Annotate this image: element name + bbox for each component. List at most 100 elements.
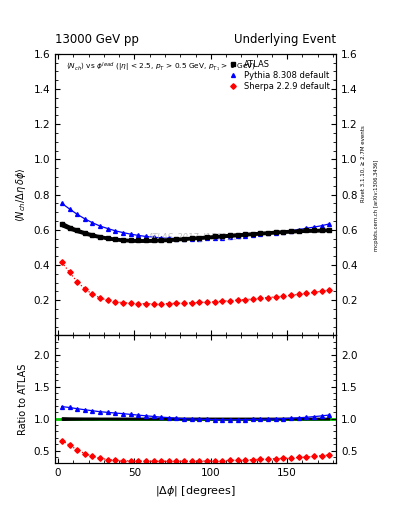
Sherpa 2.2.9 default bbox=[189, 300, 194, 306]
Sherpa 2.2.9 default bbox=[121, 300, 125, 306]
ATLAS bbox=[281, 228, 286, 234]
ATLAS bbox=[105, 235, 110, 241]
Sherpa 2.2.9 default bbox=[151, 301, 156, 307]
Pythia 8.308 default bbox=[121, 229, 125, 236]
Sherpa 2.2.9 default bbox=[312, 289, 316, 295]
Pythia 8.308 default bbox=[98, 223, 103, 229]
Sherpa 2.2.9 default bbox=[90, 291, 95, 297]
Sherpa 2.2.9 default bbox=[105, 297, 110, 304]
Y-axis label: $\langle N_{ch}/\Delta\eta\,\delta\phi\rangle$: $\langle N_{ch}/\Delta\eta\,\delta\phi\r… bbox=[14, 167, 28, 222]
Pythia 8.308 default bbox=[281, 229, 286, 235]
Pythia 8.308 default bbox=[75, 211, 79, 218]
Sherpa 2.2.9 default bbox=[59, 259, 64, 265]
Line: Sherpa 2.2.9 default: Sherpa 2.2.9 default bbox=[60, 261, 331, 306]
Pythia 8.308 default bbox=[228, 234, 232, 240]
Pythia 8.308 default bbox=[113, 228, 118, 234]
ATLAS bbox=[98, 233, 103, 240]
Sherpa 2.2.9 default bbox=[113, 298, 118, 305]
ATLAS bbox=[258, 230, 263, 236]
ATLAS bbox=[197, 234, 202, 241]
ATLAS bbox=[296, 228, 301, 234]
Pythia 8.308 default bbox=[212, 235, 217, 241]
Sherpa 2.2.9 default bbox=[258, 295, 263, 301]
Sherpa 2.2.9 default bbox=[143, 301, 148, 307]
Sherpa 2.2.9 default bbox=[235, 297, 240, 303]
Pythia 8.308 default bbox=[304, 225, 309, 231]
Pythia 8.308 default bbox=[274, 229, 278, 236]
Pythia 8.308 default bbox=[159, 235, 163, 241]
ATLAS bbox=[90, 232, 95, 238]
Pythia 8.308 default bbox=[266, 230, 270, 237]
Sherpa 2.2.9 default bbox=[304, 290, 309, 296]
ATLAS bbox=[327, 227, 332, 233]
Sherpa 2.2.9 default bbox=[67, 269, 72, 275]
Sherpa 2.2.9 default bbox=[274, 294, 278, 300]
ATLAS bbox=[113, 236, 118, 242]
ATLAS bbox=[159, 237, 163, 243]
Text: ATLAS_2017_I1509919: ATLAS_2017_I1509919 bbox=[147, 232, 244, 241]
Pythia 8.308 default bbox=[90, 220, 95, 226]
Pythia 8.308 default bbox=[189, 236, 194, 242]
ATLAS bbox=[319, 227, 324, 233]
ATLAS bbox=[205, 234, 209, 240]
Text: $\langle N_{ch}\rangle$ vs $\phi^{lead}$ ($|\eta|$ < 2.5, $p_{T}$ > 0.5 GeV, $p_: $\langle N_{ch}\rangle$ vs $\phi^{lead}$… bbox=[66, 61, 256, 74]
Sherpa 2.2.9 default bbox=[281, 293, 286, 299]
Sherpa 2.2.9 default bbox=[250, 296, 255, 302]
Sherpa 2.2.9 default bbox=[182, 300, 186, 306]
ATLAS bbox=[288, 228, 293, 234]
Sherpa 2.2.9 default bbox=[212, 298, 217, 305]
ATLAS bbox=[67, 225, 72, 231]
Sherpa 2.2.9 default bbox=[296, 291, 301, 297]
ATLAS bbox=[166, 237, 171, 243]
Pythia 8.308 default bbox=[235, 233, 240, 240]
Sherpa 2.2.9 default bbox=[288, 292, 293, 298]
Sherpa 2.2.9 default bbox=[166, 301, 171, 307]
ATLAS bbox=[228, 232, 232, 238]
Pythia 8.308 default bbox=[258, 231, 263, 238]
Sherpa 2.2.9 default bbox=[266, 294, 270, 301]
Pythia 8.308 default bbox=[136, 232, 141, 239]
ATLAS bbox=[151, 237, 156, 243]
ATLAS bbox=[220, 232, 225, 239]
Pythia 8.308 default bbox=[166, 235, 171, 241]
Sherpa 2.2.9 default bbox=[83, 286, 87, 292]
Pythia 8.308 default bbox=[143, 233, 148, 240]
ATLAS bbox=[304, 227, 309, 233]
ATLAS bbox=[212, 233, 217, 240]
Sherpa 2.2.9 default bbox=[205, 299, 209, 305]
ATLAS bbox=[312, 227, 316, 233]
ATLAS bbox=[235, 231, 240, 238]
Pythia 8.308 default bbox=[83, 216, 87, 222]
ATLAS bbox=[83, 230, 87, 236]
Pythia 8.308 default bbox=[59, 200, 64, 206]
Pythia 8.308 default bbox=[67, 206, 72, 212]
ATLAS bbox=[59, 221, 64, 227]
ATLAS bbox=[182, 236, 186, 242]
Sherpa 2.2.9 default bbox=[136, 301, 141, 307]
X-axis label: $|\Delta\phi|$ [degrees]: $|\Delta\phi|$ [degrees] bbox=[155, 484, 236, 498]
Text: Underlying Event: Underlying Event bbox=[234, 33, 336, 46]
Line: ATLAS: ATLAS bbox=[60, 222, 331, 243]
Line: Pythia 8.308 default: Pythia 8.308 default bbox=[60, 201, 331, 241]
Pythia 8.308 default bbox=[151, 234, 156, 240]
Pythia 8.308 default bbox=[296, 226, 301, 232]
Sherpa 2.2.9 default bbox=[128, 300, 133, 306]
Sherpa 2.2.9 default bbox=[228, 297, 232, 304]
Text: Rivet 3.1.10, ≥ 2.7M events: Rivet 3.1.10, ≥ 2.7M events bbox=[361, 125, 366, 202]
Pythia 8.308 default bbox=[319, 223, 324, 229]
Sherpa 2.2.9 default bbox=[197, 300, 202, 306]
Y-axis label: Ratio to ATLAS: Ratio to ATLAS bbox=[18, 364, 28, 435]
Text: mcplots.cern.ch [arXiv:1306.3436]: mcplots.cern.ch [arXiv:1306.3436] bbox=[374, 159, 379, 250]
Legend: ATLAS, Pythia 8.308 default, Sherpa 2.2.9 default: ATLAS, Pythia 8.308 default, Sherpa 2.2.… bbox=[224, 58, 332, 93]
Sherpa 2.2.9 default bbox=[243, 296, 248, 303]
Pythia 8.308 default bbox=[197, 236, 202, 242]
Pythia 8.308 default bbox=[128, 231, 133, 237]
Pythia 8.308 default bbox=[250, 232, 255, 238]
ATLAS bbox=[128, 237, 133, 243]
Pythia 8.308 default bbox=[288, 227, 293, 233]
Sherpa 2.2.9 default bbox=[319, 288, 324, 294]
Sherpa 2.2.9 default bbox=[220, 298, 225, 304]
Text: 13000 GeV pp: 13000 GeV pp bbox=[55, 33, 139, 46]
ATLAS bbox=[143, 238, 148, 244]
Sherpa 2.2.9 default bbox=[159, 301, 163, 307]
